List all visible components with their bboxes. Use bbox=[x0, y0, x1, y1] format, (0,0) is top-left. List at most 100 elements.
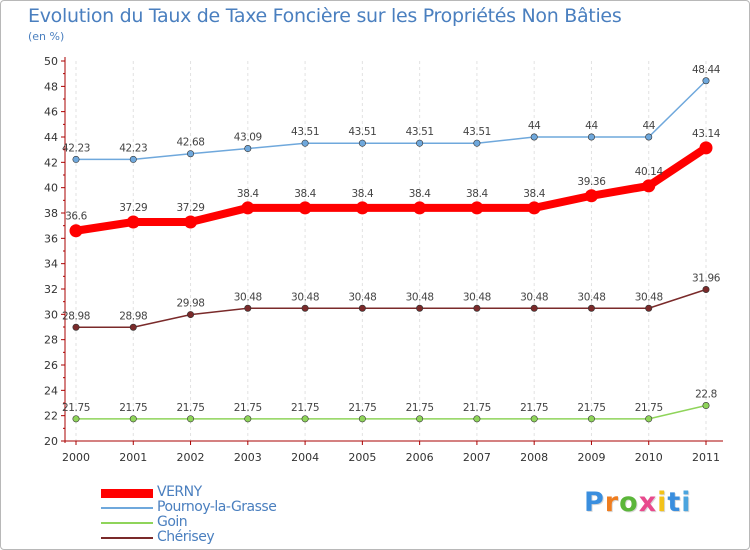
legend-swatch-verny bbox=[101, 489, 153, 498]
data-point bbox=[530, 133, 538, 141]
data-label: 28.98 bbox=[62, 310, 90, 322]
data-label: 42.23 bbox=[119, 142, 147, 154]
data-label: 30.48 bbox=[463, 291, 491, 303]
data-point bbox=[301, 139, 309, 147]
series-lines bbox=[69, 77, 713, 423]
brand-logo: Proxiti bbox=[584, 487, 692, 518]
data-point bbox=[301, 304, 309, 312]
data-label: 40.14 bbox=[635, 166, 664, 178]
series-line bbox=[75, 288, 707, 329]
x-tick-label: 2001 bbox=[119, 451, 147, 464]
data-label: 30.48 bbox=[520, 291, 548, 303]
y-tick-label: 34 bbox=[44, 258, 58, 271]
x-tick-label: 2003 bbox=[234, 451, 262, 464]
data-point bbox=[530, 304, 538, 312]
data-point bbox=[358, 415, 366, 423]
y-tick-label: 24 bbox=[44, 384, 58, 397]
brand-letter: x bbox=[638, 487, 658, 518]
x-tick-label: 2004 bbox=[291, 451, 319, 464]
data-point bbox=[129, 415, 137, 423]
data-label: 21.75 bbox=[348, 402, 376, 414]
brand-letter: o bbox=[619, 487, 639, 518]
data-label: 38.4 bbox=[466, 188, 488, 200]
data-point bbox=[301, 415, 309, 423]
data-label: 43.09 bbox=[234, 132, 262, 144]
data-label: 43.51 bbox=[291, 126, 319, 138]
legend-label-cherisey: Chérisey bbox=[157, 529, 215, 545]
data-point bbox=[187, 415, 195, 423]
data-label: 43.14 bbox=[692, 128, 721, 140]
data-label: 38.4 bbox=[409, 188, 431, 200]
x-tick-label: 2002 bbox=[177, 451, 205, 464]
data-point bbox=[241, 201, 255, 215]
legend: VERNY Pournoy-la-Grasse Goin Chérisey bbox=[101, 485, 361, 545]
data-point bbox=[527, 201, 541, 215]
data-point bbox=[358, 139, 366, 147]
y-tick-label: 36 bbox=[44, 232, 58, 245]
data-label: 30.48 bbox=[635, 291, 663, 303]
data-point bbox=[470, 201, 484, 215]
y-tick-label: 32 bbox=[44, 283, 58, 296]
y-tick-label: 30 bbox=[44, 308, 58, 321]
brand-letter: i bbox=[681, 487, 692, 518]
data-label: 30.48 bbox=[291, 291, 319, 303]
data-label: 44 bbox=[528, 120, 541, 132]
y-tick-label: 42 bbox=[44, 156, 58, 169]
y-tick-label: 44 bbox=[44, 131, 58, 144]
data-point bbox=[416, 304, 424, 312]
data-label: 22.8 bbox=[695, 389, 717, 401]
x-tick-label: 2007 bbox=[463, 451, 491, 464]
y-tick-label: 20 bbox=[44, 435, 58, 448]
chart-unit: (en %) bbox=[28, 30, 65, 43]
brand-letter: t bbox=[667, 487, 682, 518]
chart-title: Evolution du Taux de Taxe Foncière sur l… bbox=[28, 5, 622, 27]
data-point bbox=[587, 415, 595, 423]
legend-item-goin: Goin bbox=[101, 515, 361, 530]
data-point bbox=[416, 415, 424, 423]
x-tick-label: 2008 bbox=[520, 451, 548, 464]
y-tick-label: 28 bbox=[44, 334, 58, 347]
data-point bbox=[702, 402, 710, 410]
data-point bbox=[645, 415, 653, 423]
data-point bbox=[702, 286, 710, 294]
axes: 20 22 24 26 28 30 32 34 36 38 40 42 44 46 48 50 2000 2001… bbox=[44, 55, 723, 464]
data-point bbox=[645, 304, 653, 312]
data-point bbox=[244, 415, 252, 423]
data-point bbox=[358, 304, 366, 312]
data-point bbox=[416, 139, 424, 147]
data-point bbox=[298, 201, 312, 215]
legend-swatch-cherisey bbox=[101, 537, 153, 539]
data-point bbox=[72, 155, 80, 163]
data-point bbox=[587, 304, 595, 312]
brand-letter: i bbox=[657, 487, 668, 518]
data-label: 21.75 bbox=[635, 402, 663, 414]
series-line bbox=[72, 143, 710, 235]
x-tick-label: 2009 bbox=[577, 451, 605, 464]
data-label: 48.44 bbox=[692, 64, 721, 76]
data-label: 28.98 bbox=[119, 310, 147, 322]
data-point bbox=[126, 215, 140, 229]
data-point bbox=[355, 201, 369, 215]
data-point bbox=[587, 133, 595, 141]
series-line bbox=[75, 404, 707, 420]
legend-label-pournoy: Pournoy-la-Grasse bbox=[157, 499, 277, 515]
data-point bbox=[642, 179, 656, 193]
y-tick-label: 48 bbox=[44, 80, 58, 93]
data-point bbox=[413, 201, 427, 215]
data-label: 38.4 bbox=[294, 188, 316, 200]
y-tick-label: 40 bbox=[44, 182, 58, 195]
legend-label-verny: VERNY bbox=[157, 484, 202, 500]
data-point bbox=[72, 415, 80, 423]
data-point bbox=[72, 323, 80, 331]
x-tick-label: 2000 bbox=[62, 451, 90, 464]
data-label: 38.4 bbox=[523, 188, 545, 200]
legend-item-cherisey: Chérisey bbox=[101, 530, 361, 545]
y-tick-label: 50 bbox=[44, 55, 58, 68]
x-tick-label: 2011 bbox=[692, 451, 720, 464]
data-label: 21.75 bbox=[291, 402, 319, 414]
data-point bbox=[187, 311, 195, 319]
data-label: 21.75 bbox=[234, 402, 262, 414]
data-point bbox=[530, 415, 538, 423]
